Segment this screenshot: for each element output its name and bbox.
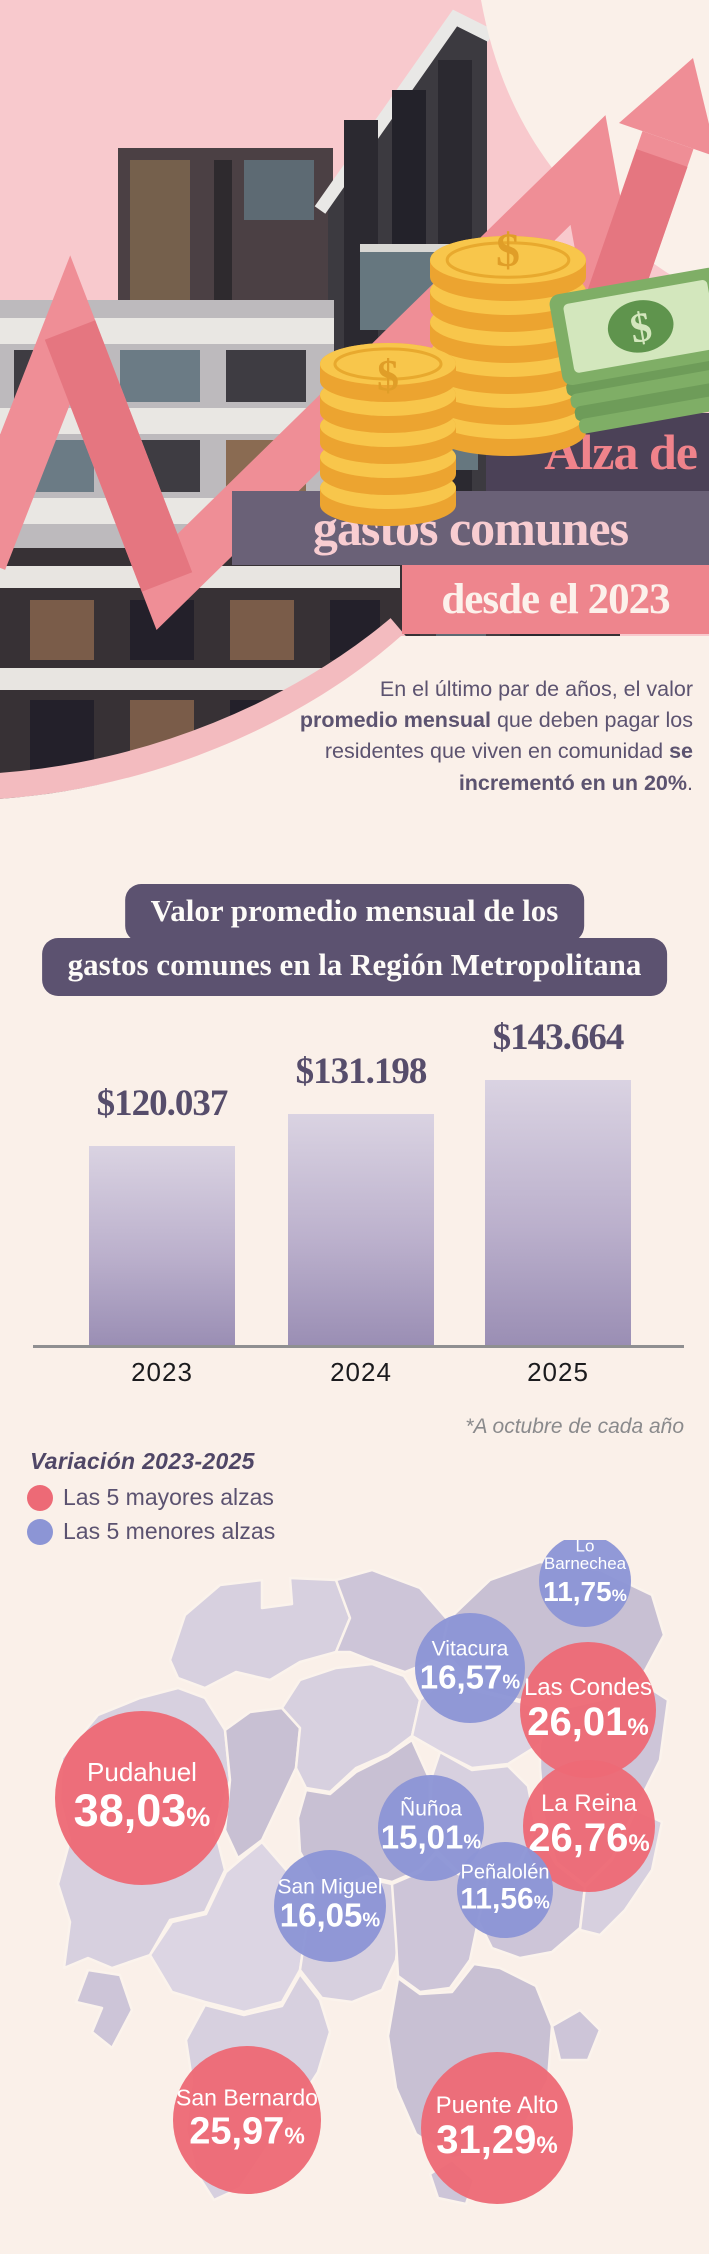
blue-bubble-circle <box>415 1613 525 1723</box>
red-bubble-circle <box>55 1711 229 1885</box>
chart-footnote: *A octubre de cada año <box>465 1415 684 1438</box>
red-bubble-circle <box>173 2046 321 2194</box>
bubble-name: Vitacura <box>432 1637 509 1660</box>
x-tick-2023: 2023 <box>131 1357 193 1387</box>
bubble-value: 31,29% <box>436 2118 557 2162</box>
bubble-name: La Reina <box>541 1790 638 1817</box>
x-tick-2024: 2024 <box>330 1357 392 1387</box>
bubble-value: 15,01% <box>381 1818 482 1855</box>
chart-title-line-1: Valor promedio mensual de los <box>124 884 585 942</box>
bubble-name: San Bernardo <box>176 2085 318 2111</box>
bubble-name-line1: Lo <box>576 1540 595 1555</box>
red-bubble-circle <box>520 1642 656 1778</box>
bubble-value: 26,76% <box>528 1816 649 1860</box>
bubble-name: San Miguel <box>277 1875 382 1898</box>
bubble-name: Pudahuel <box>87 1757 197 1787</box>
bubble-name-line2: Barnechea <box>544 1554 627 1573</box>
bubble-name: Peñalolén <box>461 1862 550 1884</box>
red-dot-icon <box>27 1484 53 1511</box>
intro-text: En el último par de años, el valor <box>379 676 693 701</box>
legend-item-menores: Las 5 menores alzas <box>27 1518 275 1545</box>
blue-bubble-circle <box>457 1842 553 1938</box>
blue-bubble-circle <box>539 1535 631 1627</box>
title-line-3: desde el 2023 <box>402 565 709 634</box>
curve-cream <box>0 636 709 812</box>
bar-value-2023: $120.037 <box>96 1083 229 1124</box>
x-axis-line <box>33 1345 684 1348</box>
santiago-map: Lo Barnechea 11,75% Vitacura 16,57% Las Conde… <box>0 1535 709 2254</box>
bubble-value: 16,05% <box>280 1896 381 1933</box>
bubble-value: 25,97% <box>189 2111 305 2153</box>
bubble-value: 16,57% <box>420 1658 521 1695</box>
coin-stack-left-icon: $ <box>320 343 456 526</box>
bar-value-2024: $131.198 <box>295 1051 428 1092</box>
coin-dollar-glyph: $ <box>496 224 520 277</box>
bar-2025 <box>485 1080 631 1346</box>
legend-label-mayores: Las 5 mayores alzas <box>63 1484 274 1510</box>
title-line-3-text: desde el 2023 <box>441 576 670 623</box>
money-decor: $ $ $ <box>320 224 709 526</box>
header-collage: Alza de gastos comunes desde el 2023 $ $ <box>0 0 709 812</box>
intro-bold-promedio: promedio mensual <box>299 707 491 732</box>
bar-value-2025: $143.664 <box>492 1017 625 1058</box>
bubble-value: 26,01% <box>527 1700 648 1744</box>
bubble-value: 38,03% <box>74 1785 211 1836</box>
blue-bubble-circle <box>378 1775 484 1881</box>
money-stack-icon: $ <box>549 267 709 434</box>
blue-dot-icon <box>27 1518 53 1545</box>
bubble-value: 11,56% <box>460 1883 549 1916</box>
chart-title-line-2: gastos comunes en la Región Metropolitan… <box>41 938 668 996</box>
blue-bubble-circle <box>274 1850 386 1962</box>
intro-bold-incremento: se incrementó en un 20% <box>458 739 693 795</box>
legend-item-mayores: Las 5 mayores alzas <box>27 1484 274 1511</box>
legend-label-menores: Las 5 menores alzas <box>63 1518 276 1544</box>
bubble-value: 11,75% <box>543 1576 627 1607</box>
x-tick-2025: 2025 <box>527 1357 589 1387</box>
coin-dollar-glyph: $ <box>377 351 399 400</box>
bar-2023 <box>89 1146 235 1346</box>
curve-band <box>0 618 408 799</box>
intro-text: que deben pagar los residentes que viven… <box>324 707 693 764</box>
red-bubble-circle <box>523 1760 655 1892</box>
bubble-name: Puente Alto <box>436 2092 559 2119</box>
bubble-name: Las Condes <box>524 1674 652 1701</box>
intro-text: . <box>687 770 693 795</box>
intro-paragraph: En el último par de años, el valor prome… <box>291 674 693 800</box>
red-bubble-circle <box>421 2052 573 2204</box>
bar-2024 <box>288 1114 434 1346</box>
variation-title: Variación 2023-2025 <box>30 1448 255 1474</box>
bubble-name: Ñuñoa <box>400 1796 462 1820</box>
coin-stack-right-icon: $ <box>430 224 586 456</box>
